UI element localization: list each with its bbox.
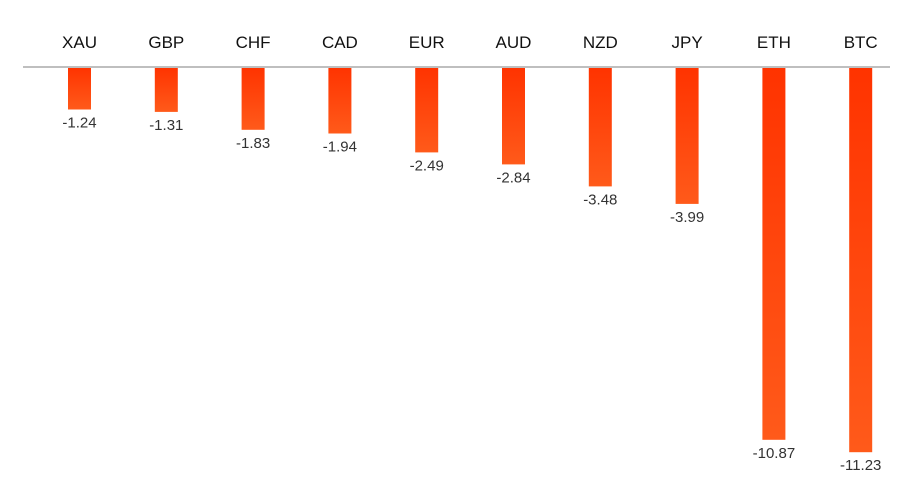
category-label-nzd: NZD: [583, 33, 618, 52]
bar-jpy: [675, 67, 699, 204]
category-label-cad: CAD: [322, 33, 358, 52]
data-label-eth: -10.87: [753, 445, 796, 462]
data-label-chf: -1.83: [236, 135, 270, 152]
bar-xau: [68, 67, 91, 110]
category-label-aud: AUD: [496, 33, 532, 52]
bar-gbp: [154, 67, 178, 112]
bar-eth: [762, 67, 786, 440]
bar-cad: [328, 67, 352, 134]
bar-aud: [502, 67, 525, 165]
data-label-aud: -2.84: [496, 169, 530, 186]
category-label-xau: XAU: [62, 33, 97, 52]
bar-btc: [849, 67, 873, 453]
data-label-eur: -2.49: [410, 157, 444, 174]
category-label-btc: BTC: [844, 33, 878, 52]
data-label-btc: -11.23: [840, 457, 881, 474]
category-label-chf: CHF: [236, 33, 271, 52]
category-label-jpy: JPY: [672, 33, 703, 52]
bar-nzd: [588, 67, 612, 187]
data-label-jpy: -3.99: [670, 209, 704, 226]
category-label-gbp: GBP: [148, 33, 184, 52]
bars-group: [68, 67, 873, 453]
data-label-xau: -1.24: [62, 115, 96, 132]
category-label-eth: ETH: [757, 33, 791, 52]
bar-chf: [241, 67, 265, 130]
data-label-gbp: -1.31: [149, 117, 183, 134]
bar-eur: [415, 67, 439, 153]
category-label-eur: EUR: [409, 33, 445, 52]
data-label-nzd: -3.48: [583, 191, 617, 208]
data-label-cad: -1.94: [323, 139, 357, 156]
labels-group: XAU -1.24 GBP -1.31 CHF -1.83 CAD -1.94 EUR -2.49…: [62, 33, 881, 474]
